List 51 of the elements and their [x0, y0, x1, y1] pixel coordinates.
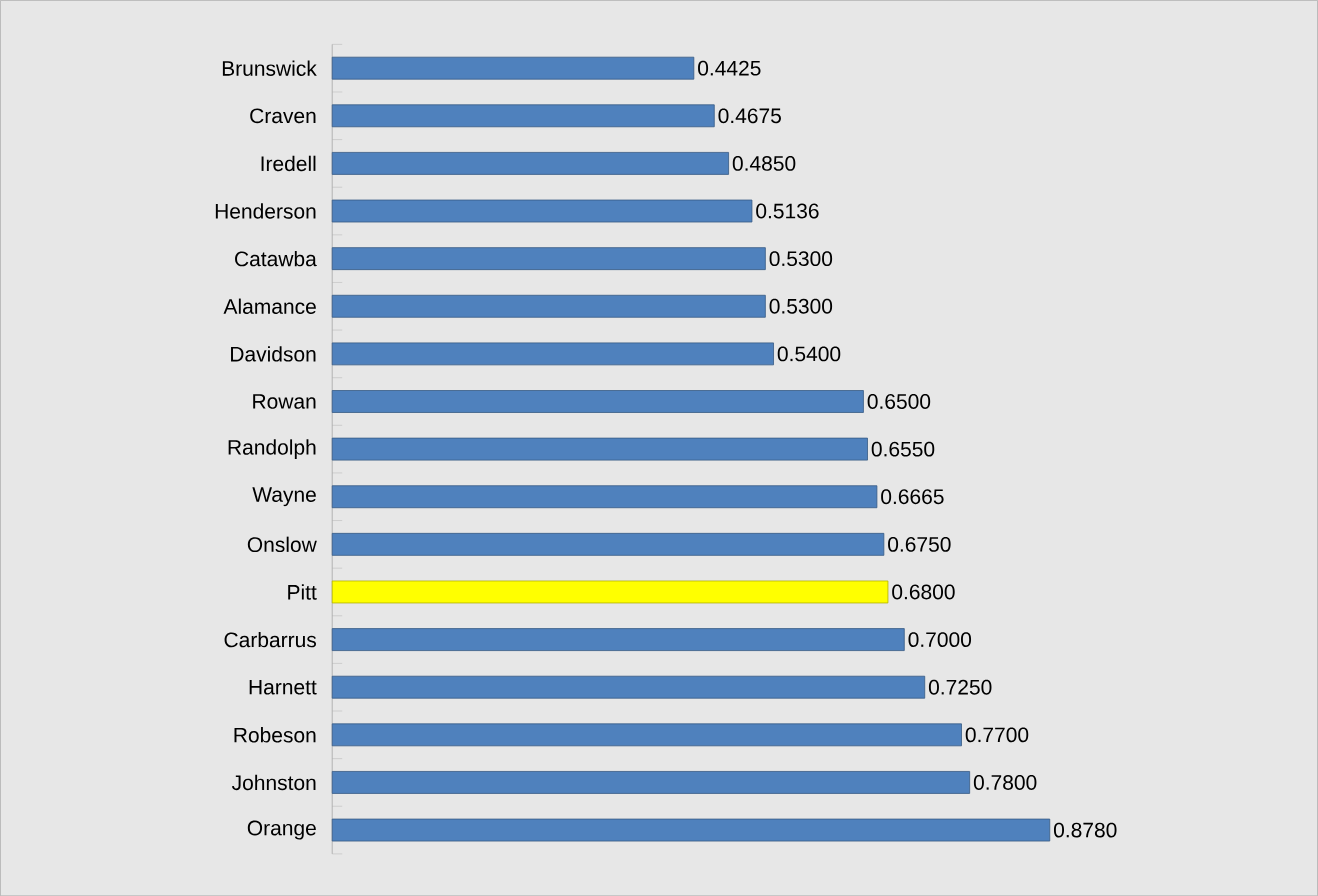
- data-label: 0.6665: [881, 489, 944, 505]
- y-tick-label: Rowan: [253, 394, 316, 409]
- data-label: 0.6500: [867, 393, 931, 409]
- data-label: 0.5136: [756, 203, 819, 219]
- bar: [331, 770, 971, 794]
- data-label: 0.6550: [871, 441, 935, 457]
- y-tick-label: Johnston: [231, 774, 316, 791]
- y-tick-label: Iredell: [261, 155, 316, 172]
- data-label: 0.6800: [892, 584, 955, 600]
- y-tick-label: Harnett: [249, 679, 317, 695]
- bar: [331, 342, 774, 366]
- y-tick-label: Orange: [247, 820, 316, 840]
- bar: [331, 151, 729, 175]
- bar: [331, 437, 868, 461]
- bar: [331, 390, 864, 413]
- data-label: 0.7000: [908, 632, 972, 647]
- data-label: 0.6750: [888, 536, 951, 552]
- y-tick-label: Davidson: [231, 346, 316, 362]
- bar: [331, 247, 766, 270]
- data-label: 0.7800: [973, 774, 1037, 790]
- y-tick-label: Henderson: [215, 203, 316, 219]
- data-label: 0.4675: [718, 108, 781, 124]
- bar: [331, 294, 766, 318]
- data-label: 0.4425: [698, 60, 761, 76]
- bar: [331, 56, 695, 80]
- bar: [331, 485, 878, 509]
- y-tick-label: Onslow: [247, 536, 317, 552]
- bar: [331, 532, 885, 556]
- data-label: 0.5300: [769, 298, 833, 314]
- data-label: 0.8780: [1053, 822, 1117, 838]
- y-tick-label: Wayne: [252, 487, 316, 507]
- data-label: 0.7250: [928, 679, 992, 695]
- data-label: 0.5300: [769, 251, 833, 266]
- bar: [331, 675, 926, 699]
- y-tick-label: Catawba: [235, 250, 317, 267]
- bar: [331, 104, 715, 128]
- bar: [331, 199, 753, 223]
- data-label: 0.4850: [732, 155, 796, 171]
- y-tick-label: Pitt: [288, 584, 317, 600]
- y-tick-label: Alamance: [223, 298, 316, 314]
- bar: [331, 628, 905, 651]
- data-label: 0.5400: [777, 346, 841, 362]
- bar: [331, 580, 889, 604]
- y-tick-label: Carbarrus: [224, 631, 317, 648]
- y-tick-label: Brunswick: [222, 60, 317, 76]
- y-tick-label: Randolph: [228, 439, 316, 459]
- y-tick-label: Craven: [250, 108, 316, 124]
- bar: [331, 818, 1051, 842]
- data-label: 0.7700: [965, 727, 1029, 743]
- y-tick-label: Robeson: [234, 727, 316, 743]
- bar: [331, 723, 962, 747]
